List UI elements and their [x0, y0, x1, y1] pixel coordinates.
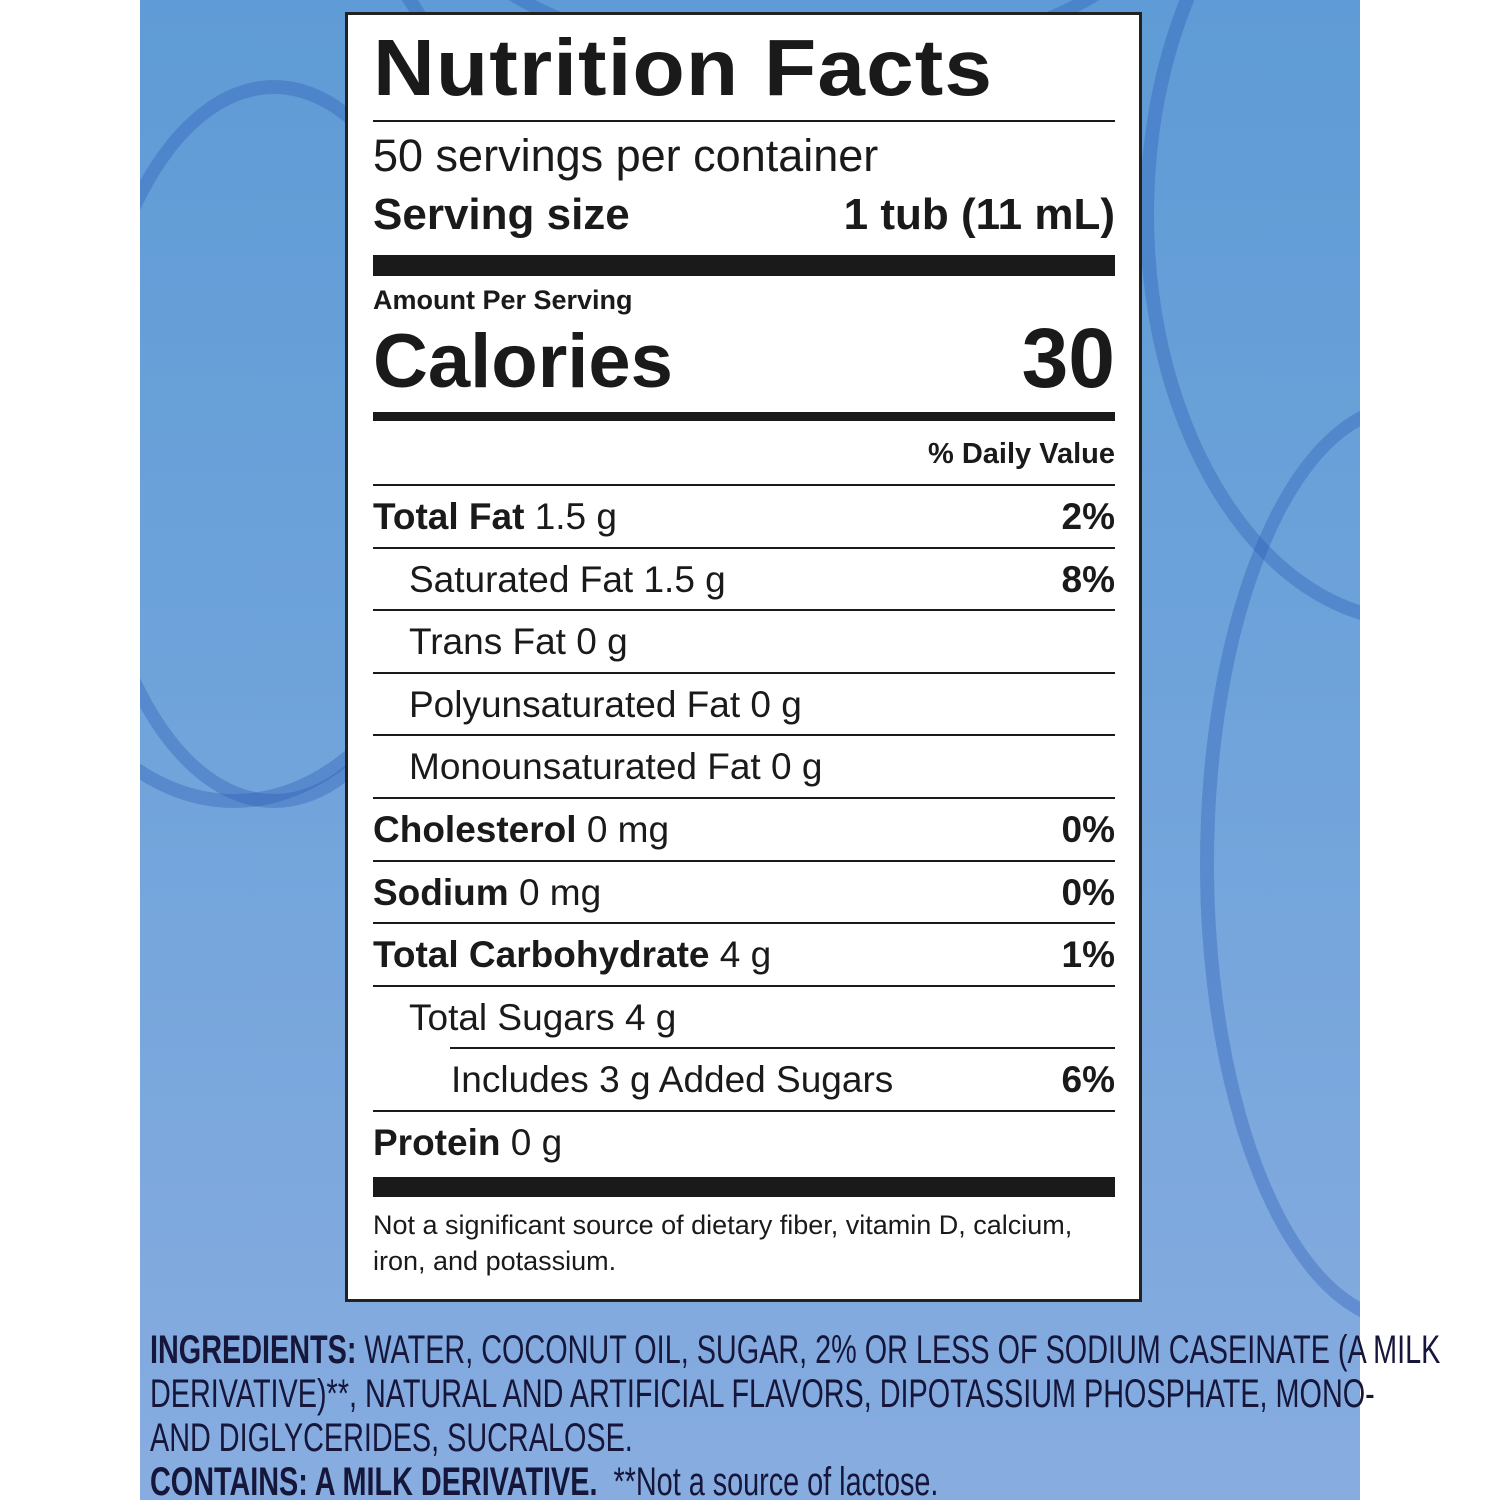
- nutrient-name-amount: Total Carbohydrate 4 g: [373, 934, 771, 976]
- nutrient-amount: 0 g: [750, 683, 802, 725]
- nutrient-row: Total Sugars 4 g: [373, 987, 1115, 1049]
- daily-value-percent: 1%: [1061, 934, 1115, 976]
- nutrient-name: Cholesterol: [373, 809, 577, 850]
- calories-row: Calories 30: [373, 310, 1115, 407]
- nutrient-name: Includes 3 g Added Sugars: [451, 1059, 894, 1101]
- ingredients-block: INGREDIENTS: WATER, COCONUT OIL, SUGAR, …: [150, 1328, 1440, 1504]
- ingredients-line: DERIVATIVE)**, NATURAL AND ARTIFICIAL FL…: [150, 1372, 1375, 1416]
- nutrient-name: Polyunsaturated Fat: [409, 683, 741, 725]
- nutrient-name: Total Fat: [373, 496, 525, 537]
- row-divider: [373, 484, 1115, 486]
- serving-size: Serving size 1 tub (11 mL): [373, 190, 1115, 240]
- lactose-note: **Not a source of lactose.: [613, 1460, 939, 1504]
- nutrition-facts-label: [345, 12, 1142, 1302]
- nutrient-name: Trans Fat: [409, 621, 566, 663]
- nutrient-name-amount: Monounsaturated Fat 0 g: [373, 746, 822, 788]
- daily-value-header: % Daily Value: [928, 438, 1115, 470]
- nutrient-name-amount: Cholesterol 0 mg: [373, 809, 669, 851]
- nutrient-row: Total Carbohydrate 4 g 1%: [373, 924, 1115, 986]
- nutrient-amount: 1.5 g: [643, 558, 726, 600]
- row-divider: [373, 1110, 1115, 1112]
- nutrient-name-amount: Sodium 0 mg: [373, 872, 601, 914]
- thick-divider: [373, 1177, 1115, 1197]
- nutrient-row: Includes 3 g Added Sugars 6%: [373, 1049, 1115, 1111]
- nutrient-name-amount: Protein 0 g: [373, 1122, 562, 1164]
- nutrient-row: Protein 0 g: [373, 1112, 1115, 1174]
- daily-value-percent: 2%: [1061, 496, 1115, 537]
- nutrient-name-amount: Total Fat 1.5 g: [373, 496, 617, 538]
- ingredients-line: WATER, COCONUT OIL, SUGAR, 2% OR LESS OF…: [364, 1328, 1441, 1372]
- nutrient-name-amount: Saturated Fat 1.5 g: [373, 559, 726, 601]
- daily-value-percent: 8%: [1061, 558, 1115, 600]
- nutrient-amount: 0 mg: [586, 809, 670, 850]
- medium-divider: [373, 412, 1115, 421]
- row-divider: [373, 922, 1115, 925]
- ingredients-line: AND DIGLYCERIDES, SUCRALOSE.: [150, 1416, 633, 1460]
- nutrient-row: Saturated Fat 1.5 g 8%: [373, 549, 1115, 611]
- servings-per-container: 50 servings per container: [373, 130, 879, 181]
- nutrient-amount: 1.5 g: [534, 496, 617, 537]
- nutrient-name: Total Carbohydrate: [373, 934, 710, 976]
- nutrient-amount: 4 g: [624, 996, 677, 1038]
- nutrient-name-amount: Total Sugars 4 g: [373, 997, 676, 1039]
- nutrient-row: Total Fat 1.5 g 2%: [373, 486, 1115, 548]
- thick-divider: [373, 255, 1115, 276]
- serving-size-label: Serving size: [373, 190, 630, 239]
- label-title: Nutrition Facts: [373, 23, 994, 112]
- nutrient-row: Cholesterol 0 mg 0%: [373, 799, 1115, 861]
- nutrient-row: Trans Fat 0 g: [373, 611, 1115, 673]
- amount-per-serving: Amount Per Serving: [373, 285, 633, 315]
- nutrient-amount: 0 g: [510, 1122, 563, 1163]
- daily-value-percent: 0%: [1061, 809, 1115, 850]
- nutrient-name: Sodium: [373, 871, 509, 913]
- nutrient-row: Monounsaturated Fat 0 g: [373, 736, 1115, 798]
- daily-value-percent: 0%: [1061, 871, 1115, 913]
- calories-value: 30: [1021, 311, 1115, 405]
- nutrient-row: Sodium 0 mg 0%: [373, 862, 1115, 924]
- nutrient-name-amount: Includes 3 g Added Sugars: [373, 1059, 893, 1101]
- daily-value-percent: 6%: [1061, 1059, 1115, 1101]
- nutrient-amount: 0 g: [576, 621, 628, 663]
- contains-statement: CONTAINS: A MILK DERIVATIVE.: [150, 1460, 598, 1504]
- nutrient-amount: 0 mg: [518, 871, 602, 913]
- row-divider: [373, 859, 1115, 862]
- row-divider: [373, 546, 1115, 549]
- footnote: Not a significant source of dietary fibe…: [373, 1210, 1073, 1276]
- nutrient-amount: 4 g: [719, 934, 772, 976]
- swirl-decoration: [1200, 400, 1360, 1328]
- serving-size-value: 1 tub (11 mL): [843, 190, 1115, 239]
- row-divider: [373, 734, 1115, 737]
- ingredients-label: INGREDIENTS:: [150, 1328, 357, 1372]
- divider: [373, 120, 1115, 122]
- calories-label: Calories: [373, 319, 673, 404]
- nutrient-name-amount: Polyunsaturated Fat 0 g: [373, 684, 802, 726]
- row-divider: [373, 797, 1115, 799]
- nutrient-name-amount: Trans Fat 0 g: [373, 621, 628, 663]
- row-divider: [373, 609, 1115, 612]
- row-divider: [373, 984, 1115, 987]
- nutrient-amount: 0 g: [771, 746, 823, 788]
- row-divider: [450, 1047, 1115, 1050]
- nutrient-row: Polyunsaturated Fat 0 g: [373, 674, 1115, 736]
- nutrient-name: Protein: [373, 1122, 501, 1163]
- nutrient-name: Monounsaturated Fat: [409, 746, 761, 788]
- nutrient-name: Total Sugars: [409, 996, 615, 1038]
- row-divider: [373, 671, 1115, 674]
- nutrient-name: Saturated Fat: [409, 558, 634, 600]
